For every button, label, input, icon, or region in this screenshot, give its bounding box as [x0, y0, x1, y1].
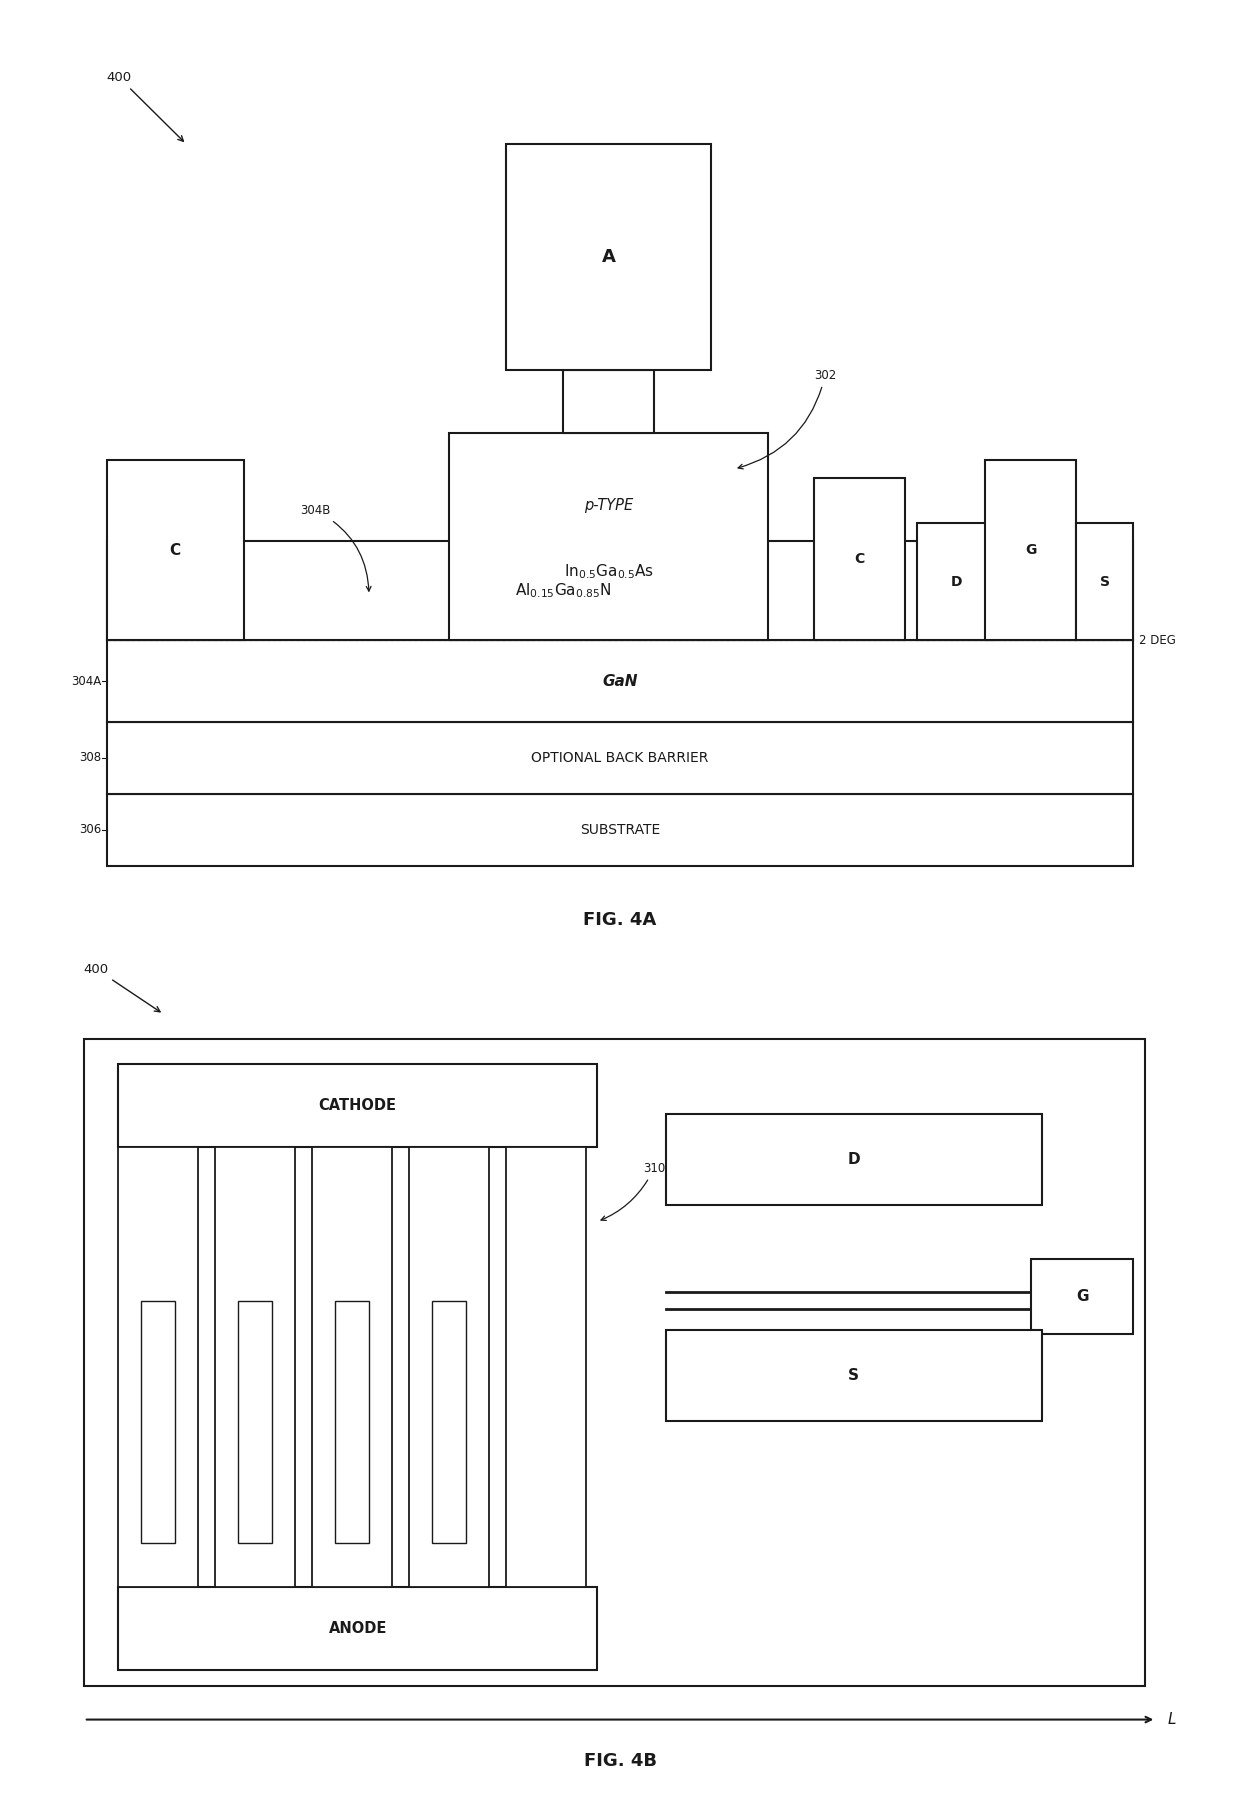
Bar [813, 478, 905, 640]
Text: D: D [951, 575, 962, 588]
Bar [238, 1301, 272, 1542]
Bar [118, 1147, 198, 1588]
Bar [506, 144, 712, 370]
Bar [985, 460, 1076, 640]
Bar [118, 1064, 598, 1147]
Text: C: C [854, 552, 864, 566]
Bar [666, 1330, 1042, 1422]
Text: 400: 400 [84, 963, 160, 1012]
Text: ANODE: ANODE [329, 1620, 387, 1636]
Bar [84, 1039, 1145, 1687]
Text: A: A [601, 249, 615, 265]
Text: GaN: GaN [603, 673, 637, 689]
Bar [312, 1147, 392, 1588]
Text: CATHODE: CATHODE [319, 1099, 397, 1113]
Text: 304A: 304A [71, 675, 100, 687]
Text: D: D [848, 1153, 861, 1167]
Text: OPTIONAL BACK BARRIER: OPTIONAL BACK BARRIER [531, 750, 709, 765]
Bar [666, 1113, 1042, 1205]
Text: S: S [1100, 575, 1110, 588]
Text: Al$_{0.15}$Ga$_{0.85}$N: Al$_{0.15}$Ga$_{0.85}$N [515, 581, 611, 601]
Text: 304B: 304B [300, 503, 371, 592]
Bar [107, 640, 1133, 722]
Text: p-TYPE: p-TYPE [584, 498, 634, 512]
Text: 400: 400 [107, 70, 184, 141]
Text: G: G [1025, 543, 1037, 557]
Text: S: S [848, 1367, 859, 1382]
Bar [107, 460, 243, 640]
Bar [118, 1588, 598, 1671]
Bar [432, 1301, 466, 1542]
Bar [1076, 523, 1133, 640]
Bar [107, 722, 1133, 794]
Bar [107, 541, 1133, 640]
Bar [916, 523, 997, 640]
Bar [449, 433, 769, 640]
Text: 306: 306 [78, 823, 100, 837]
Text: In$_{0.5}$Ga$_{0.5}$As: In$_{0.5}$Ga$_{0.5}$As [563, 563, 653, 581]
Bar [563, 370, 655, 433]
Text: G: G [1076, 1288, 1089, 1304]
Text: 310: 310 [601, 1162, 665, 1221]
Text: 302: 302 [738, 368, 836, 469]
Text: L: L [1168, 1712, 1176, 1726]
Bar [107, 794, 1133, 866]
Bar [506, 1147, 585, 1588]
Bar [335, 1301, 370, 1542]
Text: C: C [170, 543, 181, 557]
Bar [1030, 1259, 1133, 1333]
Text: SUBSTRATE: SUBSTRATE [580, 823, 660, 837]
Text: FIG. 4B: FIG. 4B [584, 1752, 656, 1770]
Bar [141, 1301, 175, 1542]
Bar [409, 1147, 489, 1588]
Bar [215, 1147, 295, 1588]
Text: FIG. 4A: FIG. 4A [583, 911, 657, 929]
Text: 2 DEG: 2 DEG [1140, 633, 1176, 648]
Text: 308: 308 [79, 750, 100, 765]
